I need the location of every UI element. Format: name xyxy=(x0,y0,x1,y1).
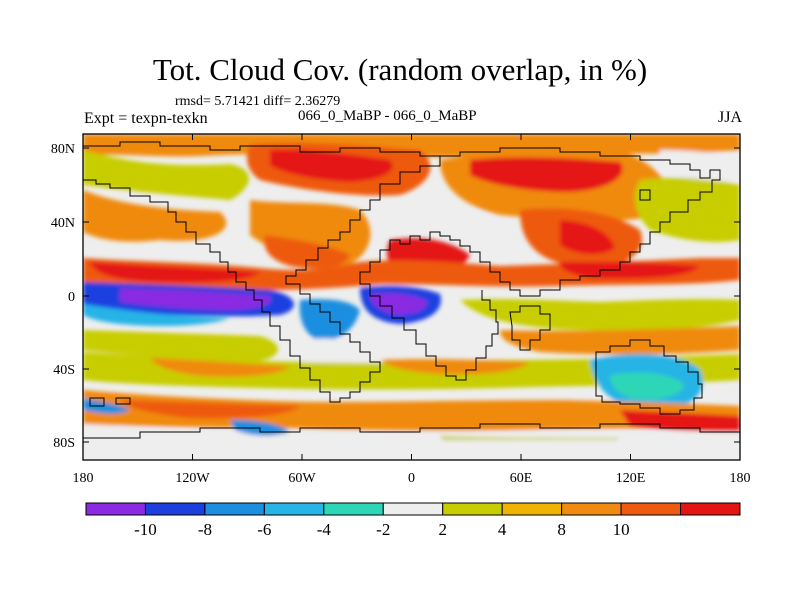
lat-tick-label: 40S xyxy=(53,363,75,378)
season-label: JJA xyxy=(717,109,742,126)
experiment-label: Expt = texpn-texkn xyxy=(84,110,208,127)
lon-tick-label: 180 xyxy=(730,471,751,486)
colorbar-label: 4 xyxy=(498,520,507,539)
lon-tick-label: 180 xyxy=(73,471,94,486)
land-outlines xyxy=(83,141,740,439)
colorbar-label: -10 xyxy=(134,520,157,539)
axes: 180 120W 60W 0 60E 120E 180 80N 40N 0 40S 80S xyxy=(51,134,751,486)
colorbar-swatch xyxy=(561,502,622,516)
colorbar-label: -4 xyxy=(317,520,332,539)
colorbar-swatch xyxy=(501,502,563,516)
colorbar-label: -6 xyxy=(257,520,271,539)
lat-tick-label: 40N xyxy=(51,216,75,231)
colorbar-swatch xyxy=(620,502,682,516)
colorbar-label: 2 xyxy=(438,520,447,539)
lat-tick-label: 0 xyxy=(68,290,75,305)
colorbar-label: -2 xyxy=(376,520,390,539)
colorbar-label: 10 xyxy=(613,520,630,539)
colorbar-swatch xyxy=(144,502,206,516)
lon-tick-label: 60W xyxy=(288,471,316,486)
colorbar-swatch xyxy=(442,502,503,516)
plot-title: Tot. Cloud Cov. (random overlap, in %) xyxy=(152,52,648,87)
colorbar-label: 8 xyxy=(557,520,566,539)
colorbar-swatch xyxy=(382,502,444,516)
period-label: 066_0_MaBP - 066_0_MaBP xyxy=(298,108,477,124)
field-layer xyxy=(83,134,740,460)
rmsd-diff-stats: rmsd= 5.71421 diff= 2.36279 xyxy=(175,94,341,109)
colorbar-swatch xyxy=(204,502,265,516)
lon-tick-label: 120E xyxy=(616,471,646,486)
colorbar-swatch xyxy=(85,502,146,516)
colorbar-swatch xyxy=(263,502,325,516)
lat-tick-label: 80S xyxy=(53,436,75,451)
lon-tick-label: 60E xyxy=(510,471,533,486)
colorbar-label: -8 xyxy=(198,520,212,539)
colorbar-swatch xyxy=(680,502,741,516)
lon-tick-label: 120W xyxy=(175,471,210,486)
colorbar: -10 -8 -6 -4 -2 2 4 8 10 xyxy=(85,502,741,539)
lat-tick-label: 80N xyxy=(51,142,75,157)
anomaly-field xyxy=(83,134,740,460)
colorbar-swatch xyxy=(323,502,384,516)
lon-tick-label: 0 xyxy=(408,471,415,486)
